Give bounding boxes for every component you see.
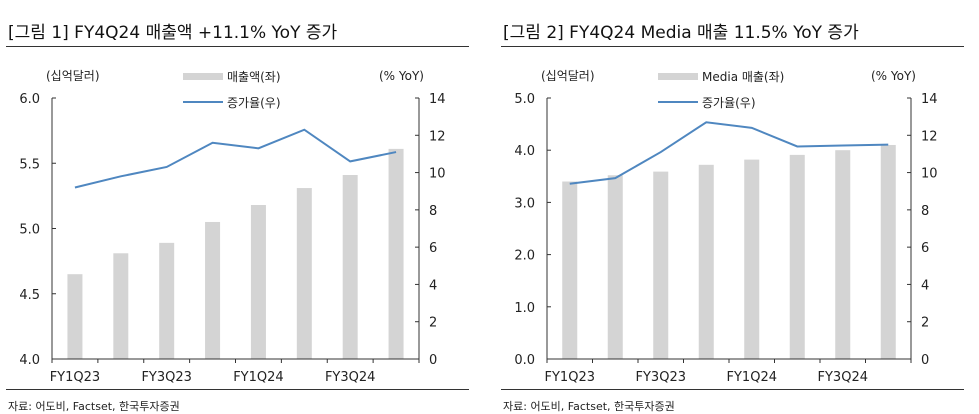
y-tick-label: 4.0 [19, 353, 40, 368]
legend-bar-swatch [658, 73, 698, 80]
y2-tick-label: 10 [429, 167, 446, 182]
right-axis-unit: (% YoY) [871, 69, 916, 83]
bar [250, 205, 266, 359]
y2-tick-label: 12 [921, 129, 938, 144]
legend-bar-swatch [183, 73, 223, 80]
y2-tick-label: 0 [429, 353, 437, 368]
bar [388, 148, 404, 359]
growth-line [569, 121, 889, 185]
y2-tick-label: 4 [429, 278, 437, 293]
left-axis-unit: (십억달러) [46, 69, 100, 83]
bar [698, 164, 714, 359]
chart-title: [그림 1] FY4Q24 매출액 +11.1% YoY 증가 [8, 23, 338, 43]
x-tick-label: FY3Q24 [325, 370, 375, 385]
source-note: 자료: 어도비, Factset, 한국투자증권 [503, 400, 675, 413]
y-tick-label: 2.0 [514, 249, 535, 264]
y2-tick-label: 2 [921, 316, 929, 331]
left-axis-unit: (십억달러) [541, 69, 595, 83]
bar [296, 188, 312, 359]
bar [159, 242, 175, 359]
y2-tick-label: 8 [429, 204, 437, 219]
y-tick-label: 5.5 [19, 157, 40, 172]
chart-panel-1: [그림 1] FY4Q24 매출액 +11.1% YoY 증가 4.0 4.5 5.… [0, 0, 475, 414]
legend-line-label: 증가율(우) [702, 96, 756, 110]
bar [880, 144, 896, 359]
y2-tick-label: 6 [921, 241, 929, 256]
bar [653, 171, 669, 359]
source-divider [501, 389, 964, 390]
y-tick-label: 3.0 [514, 196, 535, 211]
bar [562, 181, 578, 359]
y2-tick-label: 12 [429, 129, 446, 144]
bar [835, 150, 851, 359]
x-tick-label: FY3Q24 [818, 370, 868, 385]
y-tick-label: 4.0 [514, 144, 535, 159]
x-tick-label: FY1Q24 [233, 370, 283, 385]
y2-tick-label: 4 [921, 278, 929, 293]
y2-tick-label: 0 [921, 353, 929, 368]
bar [67, 274, 83, 359]
bar [789, 154, 805, 359]
legend-bar-label: 매출액(좌) [227, 70, 281, 84]
title-divider [6, 46, 469, 47]
y2-tick-label: 8 [921, 204, 929, 219]
title-divider [501, 46, 964, 47]
y-tick-label: 6.0 [19, 92, 40, 107]
chart-title: [그림 2] FY4Q24 Media 매출 11.5% YoY 증가 [503, 23, 859, 43]
x-tick-label: FY1Q23 [50, 370, 100, 385]
y-tick-label: 4.5 [19, 288, 40, 303]
y2-tick-label: 10 [921, 167, 938, 182]
legend-line-label: 증가율(우) [227, 96, 281, 110]
growth-line [74, 128, 397, 189]
y2-tick-label: 2 [429, 316, 437, 331]
y-tick-label: 5.0 [19, 223, 40, 238]
source-note: 자료: 어도비, Factset, 한국투자증권 [8, 400, 180, 413]
right-axis-unit: (% YoY) [379, 69, 424, 83]
bar [342, 174, 358, 359]
x-tick-label: FY3Q23 [141, 370, 191, 385]
x-tick-label: FY1Q24 [727, 370, 777, 385]
y2-tick-label: 14 [429, 92, 446, 107]
chart-2: 0.0 1.0 2.0 3.0 4.0 5.0 0 2 4 6 8 10 12 14 FY1Q23 FY3Q2… [514, 69, 938, 385]
bar [205, 221, 221, 359]
y2-tick-label: 14 [921, 92, 938, 107]
x-tick-label: FY3Q23 [636, 370, 686, 385]
source-divider [6, 389, 469, 390]
y-tick-label: 5.0 [514, 92, 535, 107]
chart-panel-2: [그림 2] FY4Q24 Media 매출 11.5% YoY 증가 0.0 1… [495, 0, 970, 414]
y2-tick-label: 6 [429, 241, 437, 256]
bar [607, 175, 623, 359]
y-tick-label: 0.0 [514, 353, 535, 368]
legend-bar-label: Media 매출(좌) [702, 70, 784, 84]
bar [113, 253, 129, 359]
y-tick-label: 1.0 [514, 301, 535, 316]
bar [744, 159, 760, 359]
x-tick-label: FY1Q23 [545, 370, 595, 385]
chart-1: 4.0 4.5 5.0 5.5 6.0 0 2 4 6 8 10 12 14 FY1Q23 FY3Q23 FY… [19, 69, 446, 385]
